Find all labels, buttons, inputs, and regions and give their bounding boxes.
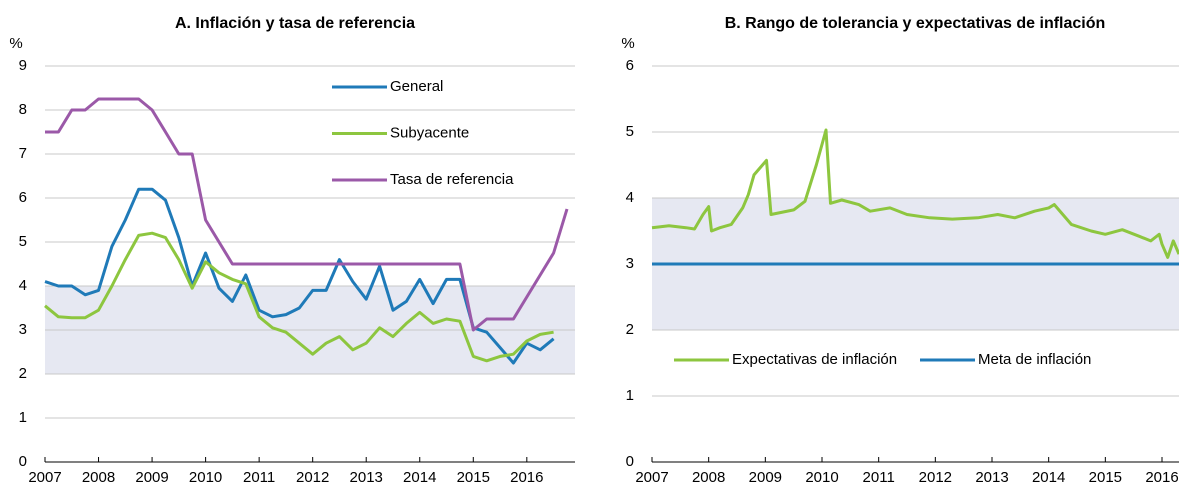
y-tick-label: 3 <box>626 255 634 272</box>
y-unit: % <box>621 35 634 52</box>
x-tick-label: 2010 <box>189 469 222 486</box>
y-tick-label: 0 <box>19 453 27 470</box>
series-line <box>45 97 569 332</box>
legend-label: General <box>390 78 443 95</box>
y-tick-label: 2 <box>19 365 27 382</box>
y-tick-label: 6 <box>19 189 27 206</box>
y-tick-label: 2 <box>626 321 634 338</box>
x-tick-label: 2011 <box>863 469 895 486</box>
x-tick-label: 2012 <box>296 469 329 486</box>
y-tick-label: 9 <box>19 57 27 74</box>
x-tick-label: 2014 <box>403 469 436 486</box>
series-line <box>44 231 554 363</box>
legend-label: Subyacente <box>390 124 469 141</box>
x-tick-label: 2009 <box>135 469 168 486</box>
x-tick-label: 2015 <box>1089 469 1122 486</box>
x-tick-label: 2007 <box>635 469 668 486</box>
y-tick-label: 5 <box>19 233 27 250</box>
y-tick-label: 7 <box>19 145 27 162</box>
x-tick-label: 2011 <box>243 469 275 486</box>
series-line <box>651 128 1179 259</box>
x-tick-label: 2010 <box>805 469 838 486</box>
y-tick-label: 6 <box>626 57 634 74</box>
x-tick-label: 2016 <box>1145 469 1178 486</box>
x-tick-label: 2015 <box>457 469 490 486</box>
chart-title: A. Inflación y tasa de referencia <box>175 15 415 32</box>
x-tick-label: 2013 <box>350 469 383 486</box>
x-tick-label: 2008 <box>82 469 115 486</box>
y-tick-label: 1 <box>19 409 27 426</box>
y-tick-label: 8 <box>19 101 27 118</box>
y-tick-label: 5 <box>626 123 634 140</box>
legend-label: Meta de inflación <box>978 351 1091 368</box>
y-tick-label: 4 <box>19 277 27 294</box>
y-tick-label: 1 <box>626 387 634 404</box>
legend-label: Expectativas de inflación <box>732 351 897 368</box>
x-tick-label: 2009 <box>749 469 782 486</box>
x-tick-label: 2012 <box>919 469 952 486</box>
chart-title: B. Rango de tolerancia y expectativas de… <box>725 15 1106 32</box>
x-tick-label: 2014 <box>1032 469 1065 486</box>
y-tick-label: 3 <box>19 321 27 338</box>
x-tick-label: 2008 <box>692 469 725 486</box>
legend-label: Tasa de referencia <box>390 171 514 188</box>
x-tick-label: 2013 <box>975 469 1008 486</box>
x-tick-label: 2007 <box>28 469 61 486</box>
y-tick-label: 4 <box>626 189 634 206</box>
y-tick-label: 0 <box>626 453 634 470</box>
x-tick-label: 2016 <box>510 469 543 486</box>
y-unit: % <box>9 35 22 52</box>
